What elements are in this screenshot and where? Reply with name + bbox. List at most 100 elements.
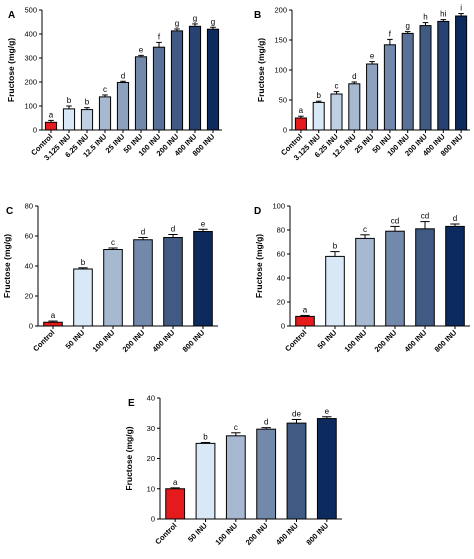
x-tick-label: 100 INU (213, 521, 239, 547)
bar-control (295, 315, 315, 327)
significance-label: c (234, 423, 238, 432)
bar-50-inu (134, 56, 148, 131)
bar-800-inu (193, 231, 213, 327)
bar-12-5-inu (98, 96, 112, 131)
y-tick-label: 100 (24, 102, 37, 111)
x-tick-label: 400 INU (151, 328, 177, 354)
y-tick-label: 30 (147, 424, 155, 433)
panel-e: E Fructose (mg/g) 0 10 20 30 40 a Control b 50 INU… (124, 394, 342, 547)
significance-label: d (264, 418, 268, 427)
y-tick-label: 0 (283, 126, 287, 135)
bar-3-125-inu (62, 108, 76, 131)
y-tick-label: 50 (279, 96, 287, 105)
x-tick-label: 400 INU (403, 328, 429, 354)
significance-label: h (423, 13, 427, 22)
y-axis-label: Fructose (mg/g) (254, 234, 264, 298)
significance-label: a (173, 478, 178, 487)
significance-label: b (316, 91, 321, 100)
significance-label: hi (440, 10, 446, 19)
panel-label: A (8, 10, 15, 21)
bar-200-inu (133, 239, 153, 327)
y-tick-label: 20 (277, 298, 285, 307)
significance-label: b (81, 258, 86, 267)
bar-3-125-inu (312, 101, 325, 131)
x-tick-label: 200 INU (121, 328, 147, 354)
bar-400-inu (286, 422, 307, 520)
y-tick-label: 80 (25, 202, 33, 211)
x-tick-label: 100 INU (343, 328, 369, 354)
bar-50-inu (73, 268, 93, 327)
significance-label: g (175, 19, 179, 28)
bar-400-inu (437, 20, 450, 131)
bar-200-inu (385, 230, 405, 327)
y-tick-label: 200 (24, 78, 37, 87)
significance-label: f (389, 29, 392, 38)
bar-400-inu (188, 25, 202, 131)
bar-400-inu (415, 228, 435, 327)
x-tick-label: 100 INU (91, 328, 117, 354)
bar-25-inu (366, 63, 379, 131)
significance-label: g (405, 22, 409, 31)
significance-label: b (333, 242, 338, 251)
significance-label: c (111, 238, 115, 247)
x-tick-label: 50 INU (316, 328, 339, 351)
y-axis-label: Fructose (mg/g) (256, 38, 266, 102)
bar-50-inu (325, 255, 345, 327)
significance-label: e (325, 407, 330, 416)
y-tick-label: 40 (25, 262, 33, 271)
bar-control (43, 321, 63, 327)
x-tick-label: 800 INU (181, 328, 207, 354)
significance-label: cd (391, 216, 399, 225)
bar-50-inu (383, 44, 396, 131)
bar-12-5-inu (348, 83, 361, 131)
y-tick-label: 80 (277, 226, 285, 235)
x-tick-label: Control (283, 328, 308, 353)
bar-200-inu (419, 25, 432, 131)
y-tick-label: 100 (274, 66, 287, 75)
y-axis-label: Fructose (mg/g) (2, 234, 12, 298)
panel-c: C Fructose (mg/g) 0 20 40 60 80 a Control b 50 INU… (2, 202, 218, 354)
bar-800-inu (316, 418, 337, 520)
x-tick-label: 50 INU (186, 521, 209, 544)
bar-100-inu (355, 237, 375, 327)
y-tick-label: 100 (272, 202, 285, 211)
x-tick-label: 200 INU (373, 328, 399, 354)
significance-label: e (139, 45, 144, 54)
x-tick-label: 800 INU (304, 521, 330, 547)
x-tick-label: Control (153, 521, 178, 546)
bar-control (44, 121, 58, 131)
significance-label: e (201, 219, 206, 228)
significance-label: c (335, 82, 339, 91)
significance-label: b (67, 96, 72, 105)
x-tick-label: 400 INU (274, 521, 300, 547)
significance-label: a (51, 311, 56, 320)
x-tick-label: 800 INU (433, 328, 459, 354)
panel-label: C (6, 206, 13, 217)
bar-100-inu (401, 32, 414, 131)
y-tick-label: 200 (274, 6, 287, 15)
x-tick-label: Control (31, 328, 56, 353)
y-tick-label: 0 (29, 322, 33, 331)
x-tick-label: 25 INU (104, 132, 127, 155)
y-tick-label: 60 (277, 250, 285, 259)
y-tick-label: 0 (33, 126, 37, 135)
bar-6-25-inu (330, 93, 343, 131)
significance-label: a (303, 305, 308, 314)
significance-label: b (203, 432, 208, 441)
significance-label: d (141, 228, 145, 237)
significance-label: d (121, 71, 125, 80)
y-tick-label: 10 (147, 484, 155, 493)
bar-800-inu (445, 225, 465, 327)
panel-d: D Fructose (mg/g) 0 20 40 60 80 100 a Control b 50 … (254, 202, 470, 354)
bar-200-inu (256, 428, 277, 520)
significance-label: b (85, 98, 90, 107)
significance-label: e (370, 52, 375, 61)
bar-100-inu (152, 46, 166, 131)
bar-200-inu (170, 30, 184, 131)
y-tick-label: 60 (25, 232, 33, 241)
significance-label: d (453, 214, 457, 223)
panel-label: B (254, 10, 261, 21)
y-axis-label: Fructose (mg/g) (6, 38, 16, 102)
